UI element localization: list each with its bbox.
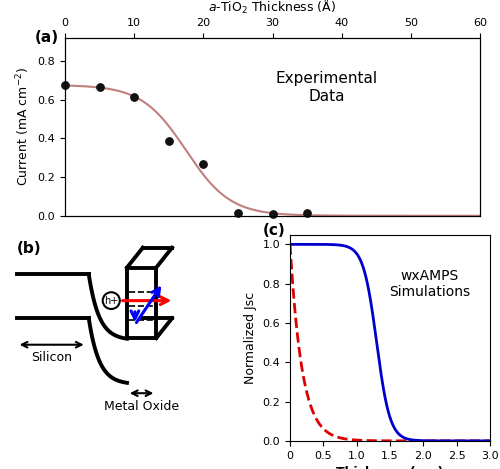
Point xyxy=(200,161,207,168)
Text: Silicon: Silicon xyxy=(31,351,72,364)
Point xyxy=(268,210,276,218)
Text: Metal Oxide: Metal Oxide xyxy=(104,400,179,413)
X-axis label: $a$-TiO$_2$ Thickness (Å): $a$-TiO$_2$ Thickness (Å) xyxy=(208,0,336,16)
Text: (b): (b) xyxy=(17,241,42,256)
Text: wxAMPS
Simulations: wxAMPS Simulations xyxy=(390,269,470,299)
Circle shape xyxy=(102,292,120,309)
Point xyxy=(130,93,138,100)
Text: h+: h+ xyxy=(104,295,118,306)
Y-axis label: Normalized Jsc: Normalized Jsc xyxy=(244,292,257,384)
Point xyxy=(234,209,242,217)
Y-axis label: Current (mA cm$^{-2}$): Current (mA cm$^{-2}$) xyxy=(14,67,32,186)
Point xyxy=(303,209,311,217)
Point xyxy=(96,83,104,91)
Point xyxy=(165,137,173,145)
X-axis label: Thickness (nm): Thickness (nm) xyxy=(336,466,444,469)
Point xyxy=(61,81,69,89)
Text: (a): (a) xyxy=(35,30,59,45)
Text: Experimental
Data: Experimental Data xyxy=(276,71,378,104)
Text: (c): (c) xyxy=(262,223,285,238)
